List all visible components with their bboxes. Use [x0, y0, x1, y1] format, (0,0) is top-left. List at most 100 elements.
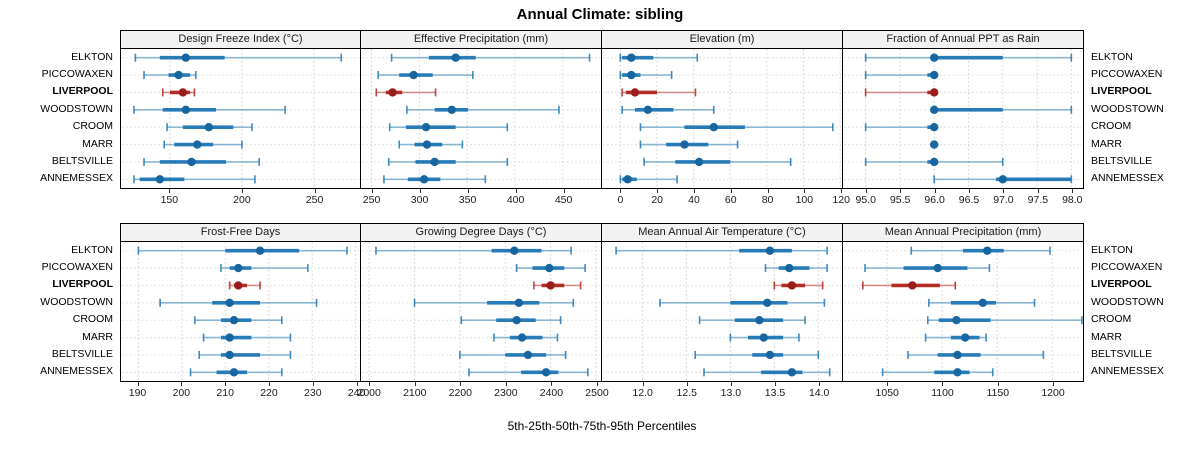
- station-label: WOODSTOWN: [40, 295, 113, 308]
- panel-row-2: ELKTON PICCOWAXEN LIVERPOOL WOODSTOWN CROOM M…: [0, 223, 1200, 408]
- median-dot: [759, 333, 768, 342]
- tick-mark: [467, 189, 469, 193]
- median-dot: [643, 105, 653, 115]
- station-label: BELTSVILLE: [51, 154, 113, 167]
- panel-header: Effective Precipitation (mm): [361, 31, 601, 49]
- panel-box: Design Freeze Index (°C): [120, 30, 361, 189]
- tick-label: 2200: [448, 387, 472, 399]
- panel-growing-degree-days-c: Growing Degree Days (°C) 2000 2100 2200 2300…: [358, 223, 609, 408]
- panel-x-axis: 150 200 250: [120, 189, 361, 215]
- tick-mark: [804, 189, 806, 193]
- station-label: WOODSTOWN: [1091, 102, 1164, 115]
- tick-mark: [369, 382, 371, 386]
- median-dot: [680, 140, 689, 149]
- station-label: MARR: [82, 330, 113, 343]
- tick-mark: [775, 382, 777, 386]
- tick-label: 1100: [931, 387, 954, 399]
- tick-mark: [730, 382, 732, 386]
- lattice-panels: ELKTON PICCOWAXEN LIVERPOOL WOODSTOWN CROOM M…: [0, 30, 1200, 408]
- tick-mark: [225, 382, 227, 386]
- tick-label: 200: [172, 387, 191, 399]
- panel-header: Elevation (m): [602, 31, 842, 49]
- tick-label: 2000: [357, 387, 381, 399]
- panel-x-axis: 95.0 95.5 96.0 96.5 97.0 97.5 98.0: [843, 189, 1084, 215]
- panel-box: Mean Annual Air Temperature (°C): [602, 223, 843, 382]
- tick-label: 40: [688, 194, 700, 206]
- median-dot: [174, 70, 183, 80]
- station-label: CROOM: [72, 120, 113, 133]
- median-dot: [225, 350, 234, 360]
- median-dot: [908, 281, 917, 290]
- tick-mark: [371, 189, 373, 193]
- tick-mark: [900, 189, 902, 193]
- station-label: ANNEMESSEX: [1091, 172, 1164, 185]
- panel-plot: [361, 49, 601, 188]
- tick-mark: [1072, 189, 1074, 193]
- median-dot: [187, 157, 196, 167]
- median-dot: [388, 88, 397, 97]
- median-dot: [181, 53, 190, 62]
- tick-mark: [693, 189, 695, 193]
- panel-header: Design Freeze Index (°C): [121, 31, 360, 49]
- panel-x-axis: 12.0 12.5 13.0 13.5 14.0: [602, 382, 843, 408]
- station-labels-left: ELKTON PICCOWAXEN LIVERPOOL WOODSTOWN CROOM M…: [0, 223, 120, 408]
- median-dot: [929, 105, 939, 115]
- median-dot: [929, 157, 939, 167]
- median-dot: [627, 70, 636, 80]
- panel-box: Effective Precipitation (mm): [361, 30, 602, 189]
- tick-label: 0: [617, 194, 624, 206]
- station-label: BELTSVILLE: [51, 347, 113, 360]
- station-label: ANNEMESSEX: [40, 172, 113, 185]
- tick-label: 98.0: [1062, 194, 1083, 206]
- tick-label: 12.5: [676, 387, 697, 399]
- panel-x-axis: 0 20 40 60 80 100 120: [602, 189, 850, 215]
- median-dot: [514, 298, 524, 308]
- station-label: CROOM: [72, 313, 113, 326]
- median-dot: [541, 368, 551, 377]
- median-dot: [787, 368, 797, 377]
- tick-mark: [460, 382, 462, 386]
- tick-label: 2100: [403, 387, 427, 399]
- median-dot: [545, 263, 554, 273]
- median-dot: [787, 281, 797, 290]
- tick-mark: [515, 189, 517, 193]
- panel-plot: [843, 49, 1083, 188]
- tick-label: 250: [362, 194, 381, 206]
- median-dot: [929, 53, 939, 62]
- median-dot: [933, 263, 942, 273]
- tick-mark: [730, 189, 732, 193]
- median-dot: [229, 368, 239, 377]
- tick-label: 230: [304, 387, 322, 399]
- panel-mean-annual-air-temperature-c: Mean Annual Air Temperature (°C) 12.0 12.5…: [602, 223, 843, 408]
- tick-label: 13.0: [720, 387, 742, 399]
- median-dot: [763, 298, 772, 308]
- tick-label: 1050: [875, 387, 899, 399]
- median-dot: [929, 88, 939, 97]
- median-dot: [234, 281, 243, 290]
- tick-label: 2500: [585, 387, 609, 399]
- median-dot: [225, 333, 234, 342]
- tick-label: 97.5: [1027, 194, 1049, 206]
- tick-label: 12.0: [632, 387, 653, 399]
- tick-mark: [657, 189, 659, 193]
- station-label: LIVERPOOL: [52, 278, 113, 291]
- panel-plot: [121, 49, 360, 188]
- station-labels-left: ELKTON PICCOWAXEN LIVERPOOL WOODSTOWN CROOM M…: [0, 30, 120, 215]
- station-label: BELTSVILLE: [1091, 154, 1153, 167]
- tick-label: 95.0: [855, 194, 876, 206]
- tick-label: 96.5: [958, 194, 980, 206]
- median-dot: [953, 368, 962, 377]
- tick-mark: [1053, 382, 1055, 386]
- tick-mark: [414, 382, 416, 386]
- tick-label: 240: [347, 387, 366, 399]
- median-dot: [421, 122, 431, 132]
- panel-header: Growing Degree Days (°C): [361, 224, 601, 242]
- median-dot: [430, 157, 439, 167]
- median-dot: [546, 281, 555, 290]
- median-dot: [234, 263, 243, 273]
- median-dot: [419, 175, 429, 184]
- tick-mark: [942, 382, 944, 386]
- station-label: MARR: [82, 137, 113, 150]
- panel-mean-annual-precipitation-mm: Mean Annual Precipitation (mm) 1050 1100 11…: [843, 223, 1084, 408]
- panel-x-axis: 1050 1100 1150 1200: [843, 382, 1084, 408]
